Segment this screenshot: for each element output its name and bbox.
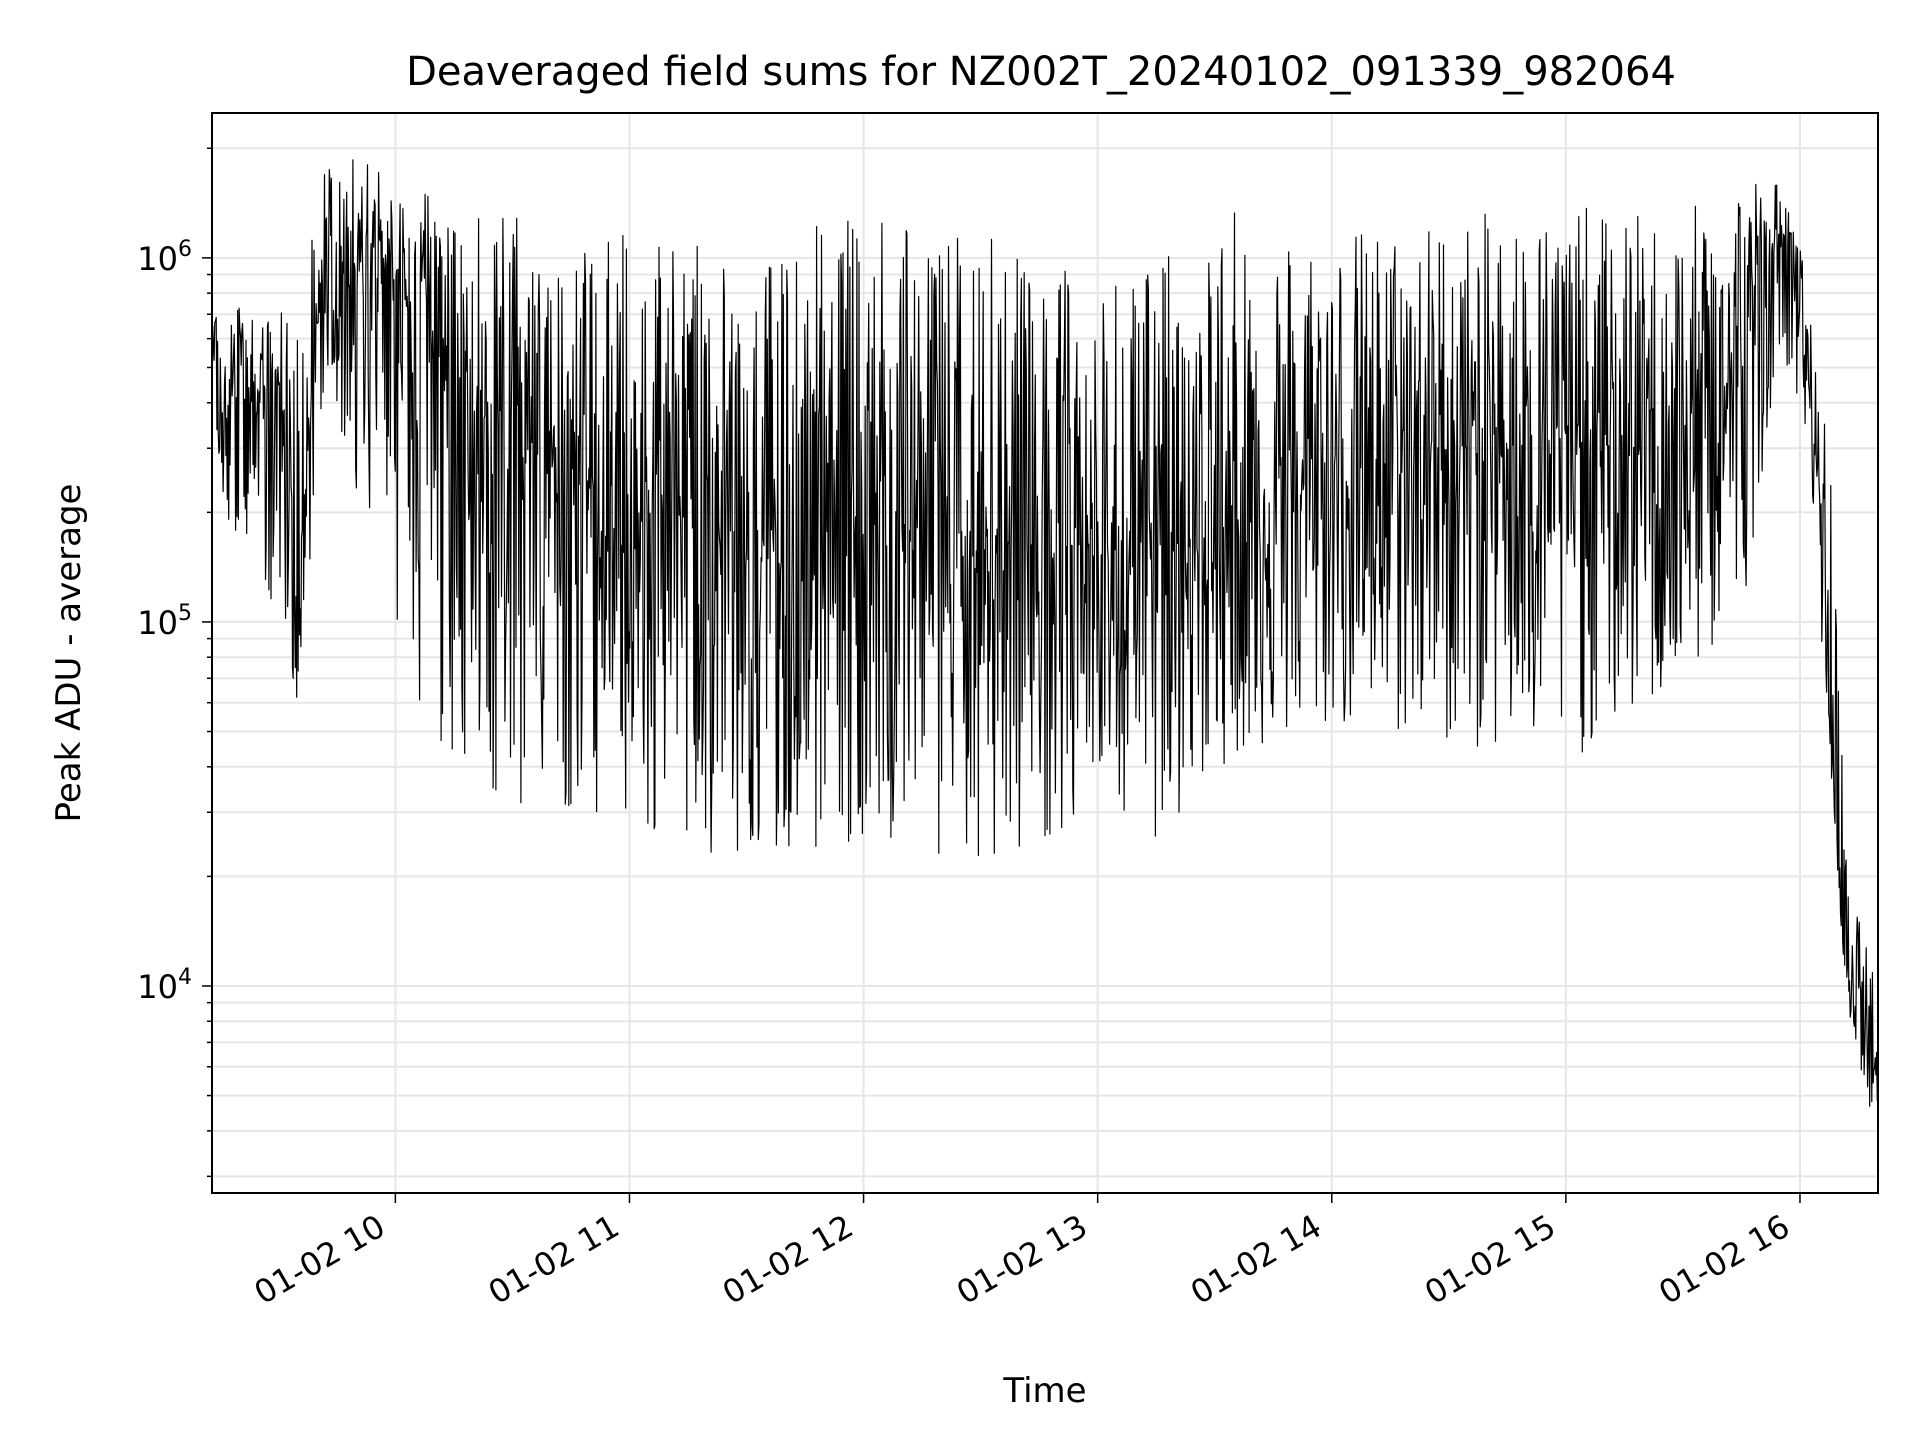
series-line xyxy=(211,159,1879,1107)
x-axis-label: Time xyxy=(1002,1371,1086,1411)
y-tick-label: 104 xyxy=(137,965,192,1006)
y-tick-label: 106 xyxy=(137,237,192,278)
series-layer xyxy=(211,159,1879,1107)
y-tick-label: 105 xyxy=(137,601,192,642)
chart-title: Deaveraged field sums for NZ002T_2024010… xyxy=(406,49,1676,95)
y-axis: 104 105 106 xyxy=(137,147,212,1178)
y-axis-label: Peak ADU - average xyxy=(49,484,89,823)
plot-frame xyxy=(211,112,1879,1194)
